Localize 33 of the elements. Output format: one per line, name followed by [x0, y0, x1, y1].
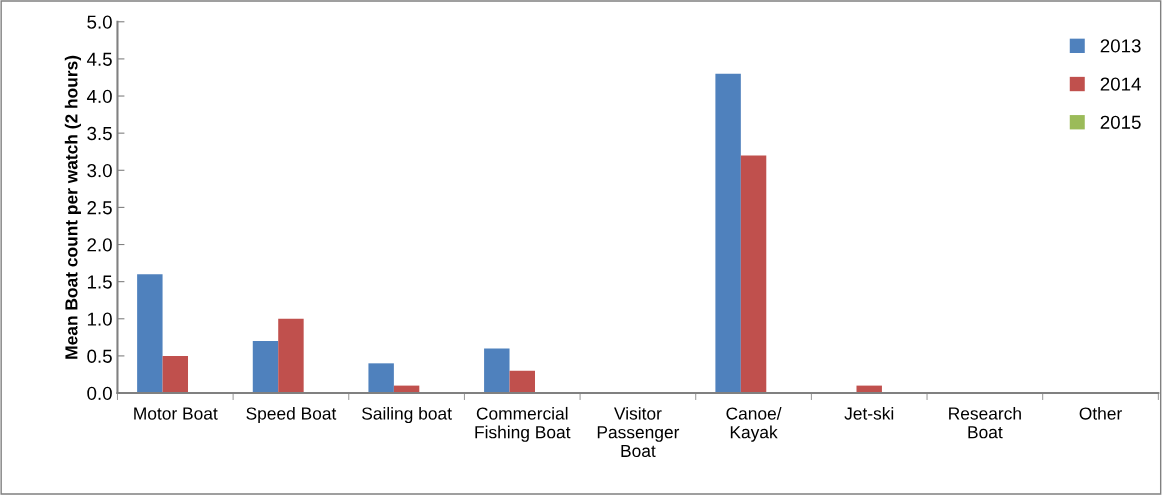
- x-tick-label: Visitor Passenger Boat: [597, 406, 680, 458]
- x-tick-label: Other: [1079, 406, 1122, 420]
- y-tick-label: 1.5: [87, 275, 112, 289]
- legend-label: 2013: [1100, 39, 1141, 53]
- y-tick-label: 1.0: [87, 312, 112, 326]
- bar: [509, 370, 535, 394]
- x-tick-label: Speed Boat: [246, 406, 337, 424]
- x-tick-label: Commercial Fishing Boat: [475, 406, 571, 442]
- y-tick-label: 0.5: [87, 349, 112, 363]
- bar: [137, 274, 163, 394]
- y-tick-label: 5.0: [87, 15, 112, 29]
- legend-label: 2015: [1100, 115, 1141, 129]
- y-tick-label: 2.0: [87, 238, 112, 252]
- x-tick-label: Research Boat: [949, 406, 1021, 439]
- bar: [368, 363, 394, 394]
- y-tick-label: 4.5: [86, 52, 112, 66]
- x-tick-label: Motor Boat: [134, 407, 218, 420]
- bar: [740, 155, 767, 394]
- x-tick-label: Sailing boat: [362, 406, 452, 424]
- y-tick-label: 3.5: [87, 126, 112, 141]
- x-tick-label: Jet-ski: [844, 406, 894, 420]
- x-tick-label: Canoe/ Kayak: [726, 406, 782, 442]
- y-tick-label: 3.0: [87, 163, 112, 178]
- bar: [252, 341, 279, 394]
- y-tick-label: 2.5: [87, 201, 112, 215]
- y-tick-label: 0.0: [87, 386, 112, 401]
- bar: [162, 355, 189, 394]
- bar: [484, 348, 510, 394]
- legend-label: 2014: [1100, 77, 1141, 91]
- bar: [278, 318, 304, 394]
- bar: [715, 73, 741, 394]
- y-axis-title: Mean Boat count per watch (2 hours): [64, 55, 81, 359]
- y-tick-label: 4.0: [86, 89, 112, 104]
